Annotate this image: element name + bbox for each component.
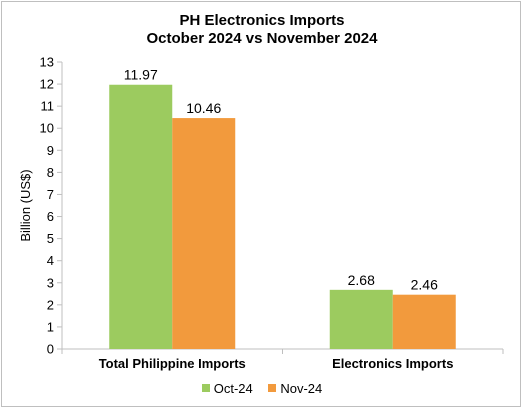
- bar-nov-24-0: [172, 118, 236, 350]
- y-tick-label: 8: [47, 165, 54, 180]
- x-category-label: Electronics Imports: [332, 356, 453, 371]
- legend-label-nov: Nov-24: [280, 380, 323, 396]
- chart-title: PH Electronics Imports: [179, 12, 345, 29]
- chart-subtitle: October 2024 vs November 2024: [146, 30, 378, 47]
- bar-nov-24-1: [392, 294, 456, 349]
- x-category-label: Total Philippine Imports: [99, 356, 246, 371]
- legend-label-oct: Oct-24: [213, 380, 253, 396]
- data-label: 10.46: [186, 100, 221, 116]
- legend-item-nov: Nov-24: [268, 381, 322, 396]
- y-tick-label: 0: [47, 342, 54, 357]
- y-tick-label: 11: [41, 99, 55, 114]
- y-tick-label: 7: [47, 187, 54, 202]
- y-tick-label: 13: [40, 55, 54, 70]
- legend-swatch-nov: [268, 384, 277, 392]
- y-tick-label: 9: [47, 143, 54, 158]
- chart-legend: Oct-24 Nov-24: [0, 380, 524, 396]
- y-tick-label: 5: [47, 231, 54, 246]
- y-tick-label: 4: [47, 253, 54, 268]
- y-tick-label: 12: [40, 77, 54, 92]
- data-label: 2.68: [348, 272, 375, 288]
- bar-oct-24-1: [329, 289, 393, 349]
- legend-item-oct: Oct-24: [201, 380, 253, 396]
- y-tick-label: 2: [47, 297, 54, 312]
- legend-swatch-oct: [201, 384, 210, 392]
- data-label: 2.46: [411, 277, 438, 293]
- y-axis-title: Billion (US$): [18, 169, 33, 241]
- y-tick-label: 1: [47, 319, 54, 334]
- data-label: 11.97: [124, 67, 158, 83]
- bar-oct-24-0: [109, 84, 173, 349]
- y-tick-label: 6: [47, 209, 54, 224]
- y-tick-label: 3: [47, 275, 54, 290]
- y-tick-label: 10: [40, 121, 54, 136]
